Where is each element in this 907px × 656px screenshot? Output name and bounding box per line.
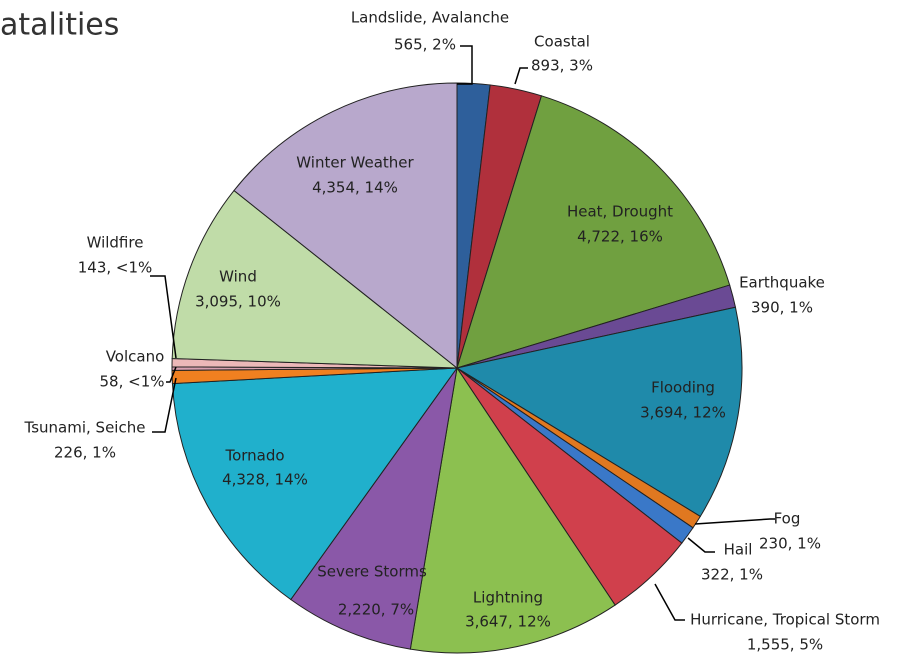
leader-line [457, 45, 473, 85]
leader-line [514, 67, 528, 85]
slice-label: Landslide, Avalanche [351, 9, 509, 27]
slice-label: Hail [724, 541, 753, 559]
slice-label: Wind [219, 268, 257, 286]
value-label: 565, 2% [394, 36, 456, 54]
leader-line [694, 518, 775, 525]
value-label: 226, 1% [54, 444, 116, 462]
slice-label: Lightning [473, 589, 543, 607]
value-label: 3,694, 12% [640, 404, 726, 422]
leader-line [687, 537, 715, 553]
slice-label: Tornado [224, 447, 284, 465]
pie-slice [233, 82, 458, 370]
leader-line [152, 377, 177, 433]
pie-slice [290, 367, 458, 650]
slice-label: Volcano [106, 348, 165, 366]
pie-slice [171, 189, 459, 369]
leader-line [166, 366, 177, 383]
value-label: 58, <1% [100, 373, 165, 391]
slice-label: Heat, Drought [567, 203, 673, 221]
value-label: 3,647, 12% [465, 613, 551, 631]
value-label: 4,722, 16% [577, 228, 663, 246]
pie-slice [171, 367, 459, 601]
slice-label: Fog [774, 510, 801, 528]
slice-label: Tsunami, Seiche [24, 419, 146, 437]
value-label: 4,354, 14% [312, 179, 398, 197]
slice-label: Coastal [534, 33, 590, 51]
chart-title: atalities [0, 8, 119, 43]
pie-slice [455, 306, 743, 518]
slice-label: Winter Weather [296, 154, 414, 172]
pie-slice [456, 95, 731, 369]
slice-label: Severe Storms [317, 563, 427, 581]
leader-line [150, 275, 177, 359]
value-label: 322, 1% [701, 566, 763, 584]
value-label: 2,220, 7% [338, 601, 414, 619]
value-label: 3,095, 10% [195, 293, 281, 311]
value-label: 143, <1% [78, 259, 153, 277]
leader-line [654, 583, 685, 621]
slice-label: Earthquake [739, 274, 825, 292]
value-label: 1,555, 5% [747, 636, 823, 654]
slice-label: Flooding [651, 379, 715, 397]
slice-label: Hurricane, Tropical Storm [690, 611, 880, 629]
value-label: 4,328, 14% [222, 471, 308, 489]
pie-slice [409, 366, 616, 654]
value-label: 390, 1% [751, 299, 813, 317]
value-label: 893, 3% [531, 57, 593, 75]
value-label: 230, 1% [759, 535, 821, 553]
slice-label: Wildfire [87, 234, 144, 252]
